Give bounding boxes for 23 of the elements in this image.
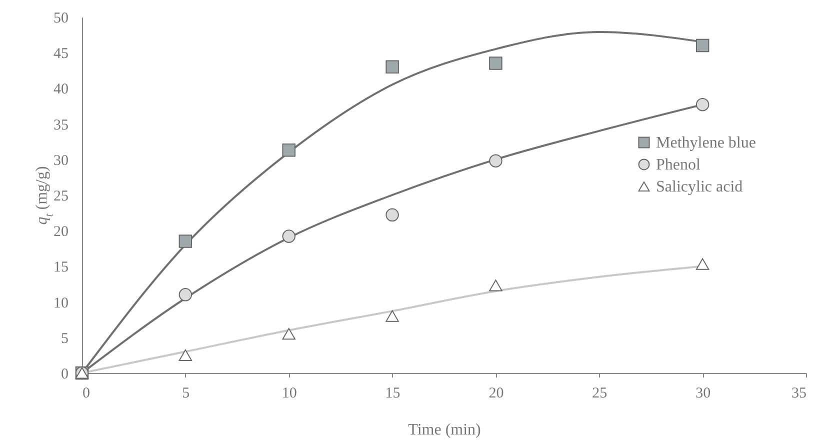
y-tick-label: 45	[54, 46, 68, 62]
y-tick-label: 15	[54, 260, 68, 276]
legend-label: Methylene blue	[656, 134, 756, 152]
x-tick-label: 20	[488, 386, 504, 402]
y-tick-label: 35	[54, 117, 68, 134]
y-tick-label: 50	[54, 10, 68, 26]
x-tick-label: 30	[696, 386, 711, 402]
y-tick-label: 25	[54, 188, 68, 204]
x-axis-title: Time (min)	[408, 422, 481, 438]
x-tick-label: 15	[385, 386, 400, 402]
legend-label: Salicylic acid	[656, 178, 743, 196]
y-tick-label: 40	[54, 82, 68, 98]
x-tick-label: 35	[792, 386, 806, 402]
x-tick-label: 0	[82, 386, 90, 402]
y-tick-label: 0	[61, 366, 68, 382]
y-tick-label: 10	[54, 295, 68, 312]
x-tick-label: 5	[182, 386, 190, 402]
y-tick-label: 5	[61, 330, 68, 347]
legend-label: Phenol	[656, 156, 701, 174]
x-tick-label: 10	[282, 386, 297, 402]
y-tick-label: 20	[54, 224, 68, 240]
x-tick-label: 25	[592, 386, 608, 402]
y-tick-label: 30	[54, 152, 68, 169]
